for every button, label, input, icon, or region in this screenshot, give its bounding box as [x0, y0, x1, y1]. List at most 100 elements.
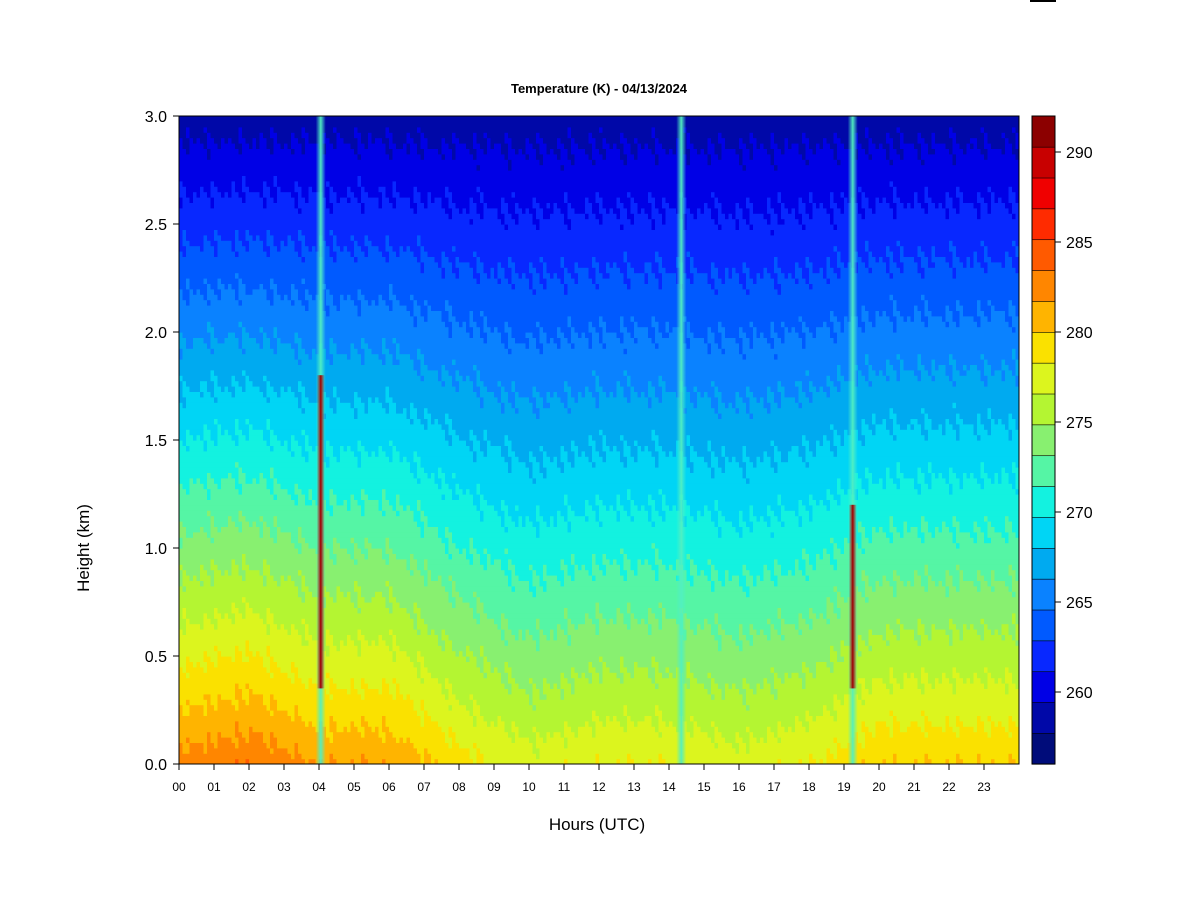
heatmap-cell	[204, 753, 208, 759]
heatmap-cell	[214, 526, 218, 532]
heatmap-cell	[204, 656, 208, 662]
heatmap-cell	[186, 445, 190, 451]
heatmap-cell	[312, 397, 316, 403]
heatmap-cell	[193, 656, 197, 662]
heatmap-cell	[288, 532, 292, 538]
heatmap-cell	[281, 580, 285, 586]
heatmap-cell	[218, 305, 222, 311]
heatmap-cell	[267, 715, 271, 721]
heatmap-cell	[246, 397, 250, 403]
heatmap-cell	[302, 235, 306, 241]
heatmap-cell	[256, 591, 260, 597]
heatmap-cell	[197, 586, 201, 592]
heatmap-cell	[253, 645, 257, 651]
heatmap-cell	[270, 526, 274, 532]
heatmap-cell	[270, 343, 274, 349]
heatmap-cell	[211, 424, 215, 430]
heatmap-cell	[197, 278, 201, 284]
heatmap-cell	[309, 742, 313, 748]
heatmap-cell	[256, 748, 260, 754]
heatmap-cell	[221, 570, 225, 576]
heatmap-cell	[232, 715, 236, 721]
heatmap-cell	[246, 283, 250, 289]
heatmap-cell	[305, 634, 309, 640]
heatmap-cell	[277, 570, 281, 576]
heatmap-cell	[225, 246, 229, 252]
heatmap-cell	[183, 278, 187, 284]
heatmap-cell	[197, 300, 201, 306]
heatmap-cell	[267, 327, 271, 333]
heatmap-cell	[288, 159, 292, 165]
heatmap-cell	[197, 645, 201, 651]
heatmap-cell	[218, 699, 222, 705]
heatmap-cell	[207, 229, 211, 235]
heatmap-cell	[232, 192, 236, 198]
heatmap-cell	[295, 424, 299, 430]
heatmap-cell	[295, 154, 299, 160]
heatmap-cell	[228, 456, 232, 462]
heatmap-cell	[190, 462, 194, 468]
heatmap-cell	[281, 197, 285, 203]
heatmap-cell	[277, 192, 281, 198]
heatmap-cell	[204, 138, 208, 144]
heatmap-cell	[260, 742, 264, 748]
heatmap-cell	[235, 375, 239, 381]
heatmap-cell	[253, 510, 257, 516]
heatmap-cell	[207, 116, 211, 122]
heatmap-cell	[249, 667, 253, 673]
heatmap-cell	[284, 580, 288, 586]
heatmap-cell	[291, 499, 295, 505]
heatmap-cell	[183, 613, 187, 619]
heatmap-cell	[225, 489, 229, 495]
heatmap-cell	[305, 661, 309, 667]
heatmap-cell	[263, 445, 267, 451]
heatmap-cell	[214, 159, 218, 165]
heatmap-cell	[228, 148, 232, 154]
heatmap-cell	[274, 521, 278, 527]
heatmap-cell	[305, 645, 309, 651]
heatmap-cell	[204, 559, 208, 565]
heatmap-cell	[253, 321, 257, 327]
heatmap-cell	[256, 456, 260, 462]
heatmap-cell	[246, 127, 250, 133]
heatmap-cell	[281, 634, 285, 640]
heatmap-cell	[232, 186, 236, 192]
heatmap-cell	[242, 294, 246, 300]
heatmap-cell	[288, 618, 292, 624]
heatmap-cell	[298, 359, 302, 365]
heatmap-cell	[186, 710, 190, 716]
heatmap-cell	[204, 678, 208, 684]
heatmap-cell	[284, 175, 288, 181]
heatmap-cell	[246, 505, 250, 511]
heatmap-cell	[186, 753, 190, 759]
heatmap-cell	[221, 381, 225, 387]
heatmap-cell	[298, 624, 302, 630]
heatmap-cell	[232, 618, 236, 624]
heatmap-cell	[291, 289, 295, 295]
heatmap-cell	[298, 332, 302, 338]
heatmap-cell	[179, 246, 183, 252]
heatmap-cell	[211, 337, 215, 343]
heatmap-cell	[253, 640, 257, 646]
heatmap-cell	[284, 602, 288, 608]
heatmap-cell	[204, 283, 208, 289]
heatmap-cell	[281, 440, 285, 446]
heatmap-cell	[239, 451, 243, 457]
heatmap-cell	[193, 197, 197, 203]
heatmap-cell	[186, 467, 190, 473]
heatmap-cell	[277, 235, 281, 241]
heatmap-cell	[211, 667, 215, 673]
heatmap-cell	[256, 246, 260, 252]
heatmap-cell	[211, 645, 215, 651]
heatmap-cell	[298, 489, 302, 495]
heatmap-cell	[204, 721, 208, 727]
heatmap-cell	[274, 667, 278, 673]
heatmap-cell	[232, 197, 236, 203]
heatmap-cell	[284, 321, 288, 327]
heatmap-cell	[253, 489, 257, 495]
heatmap-cell	[260, 127, 264, 133]
heatmap-cell	[221, 451, 225, 457]
heatmap-cell	[298, 364, 302, 370]
heatmap-cell	[309, 224, 313, 230]
heatmap-cell	[242, 688, 246, 694]
